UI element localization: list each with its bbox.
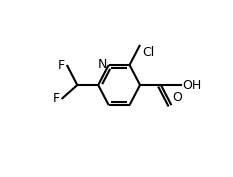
Text: O: O <box>172 91 182 104</box>
Text: F: F <box>58 59 65 72</box>
Text: OH: OH <box>183 79 202 92</box>
Text: N: N <box>98 58 107 72</box>
Text: F: F <box>53 92 60 105</box>
Text: Cl: Cl <box>142 46 154 59</box>
